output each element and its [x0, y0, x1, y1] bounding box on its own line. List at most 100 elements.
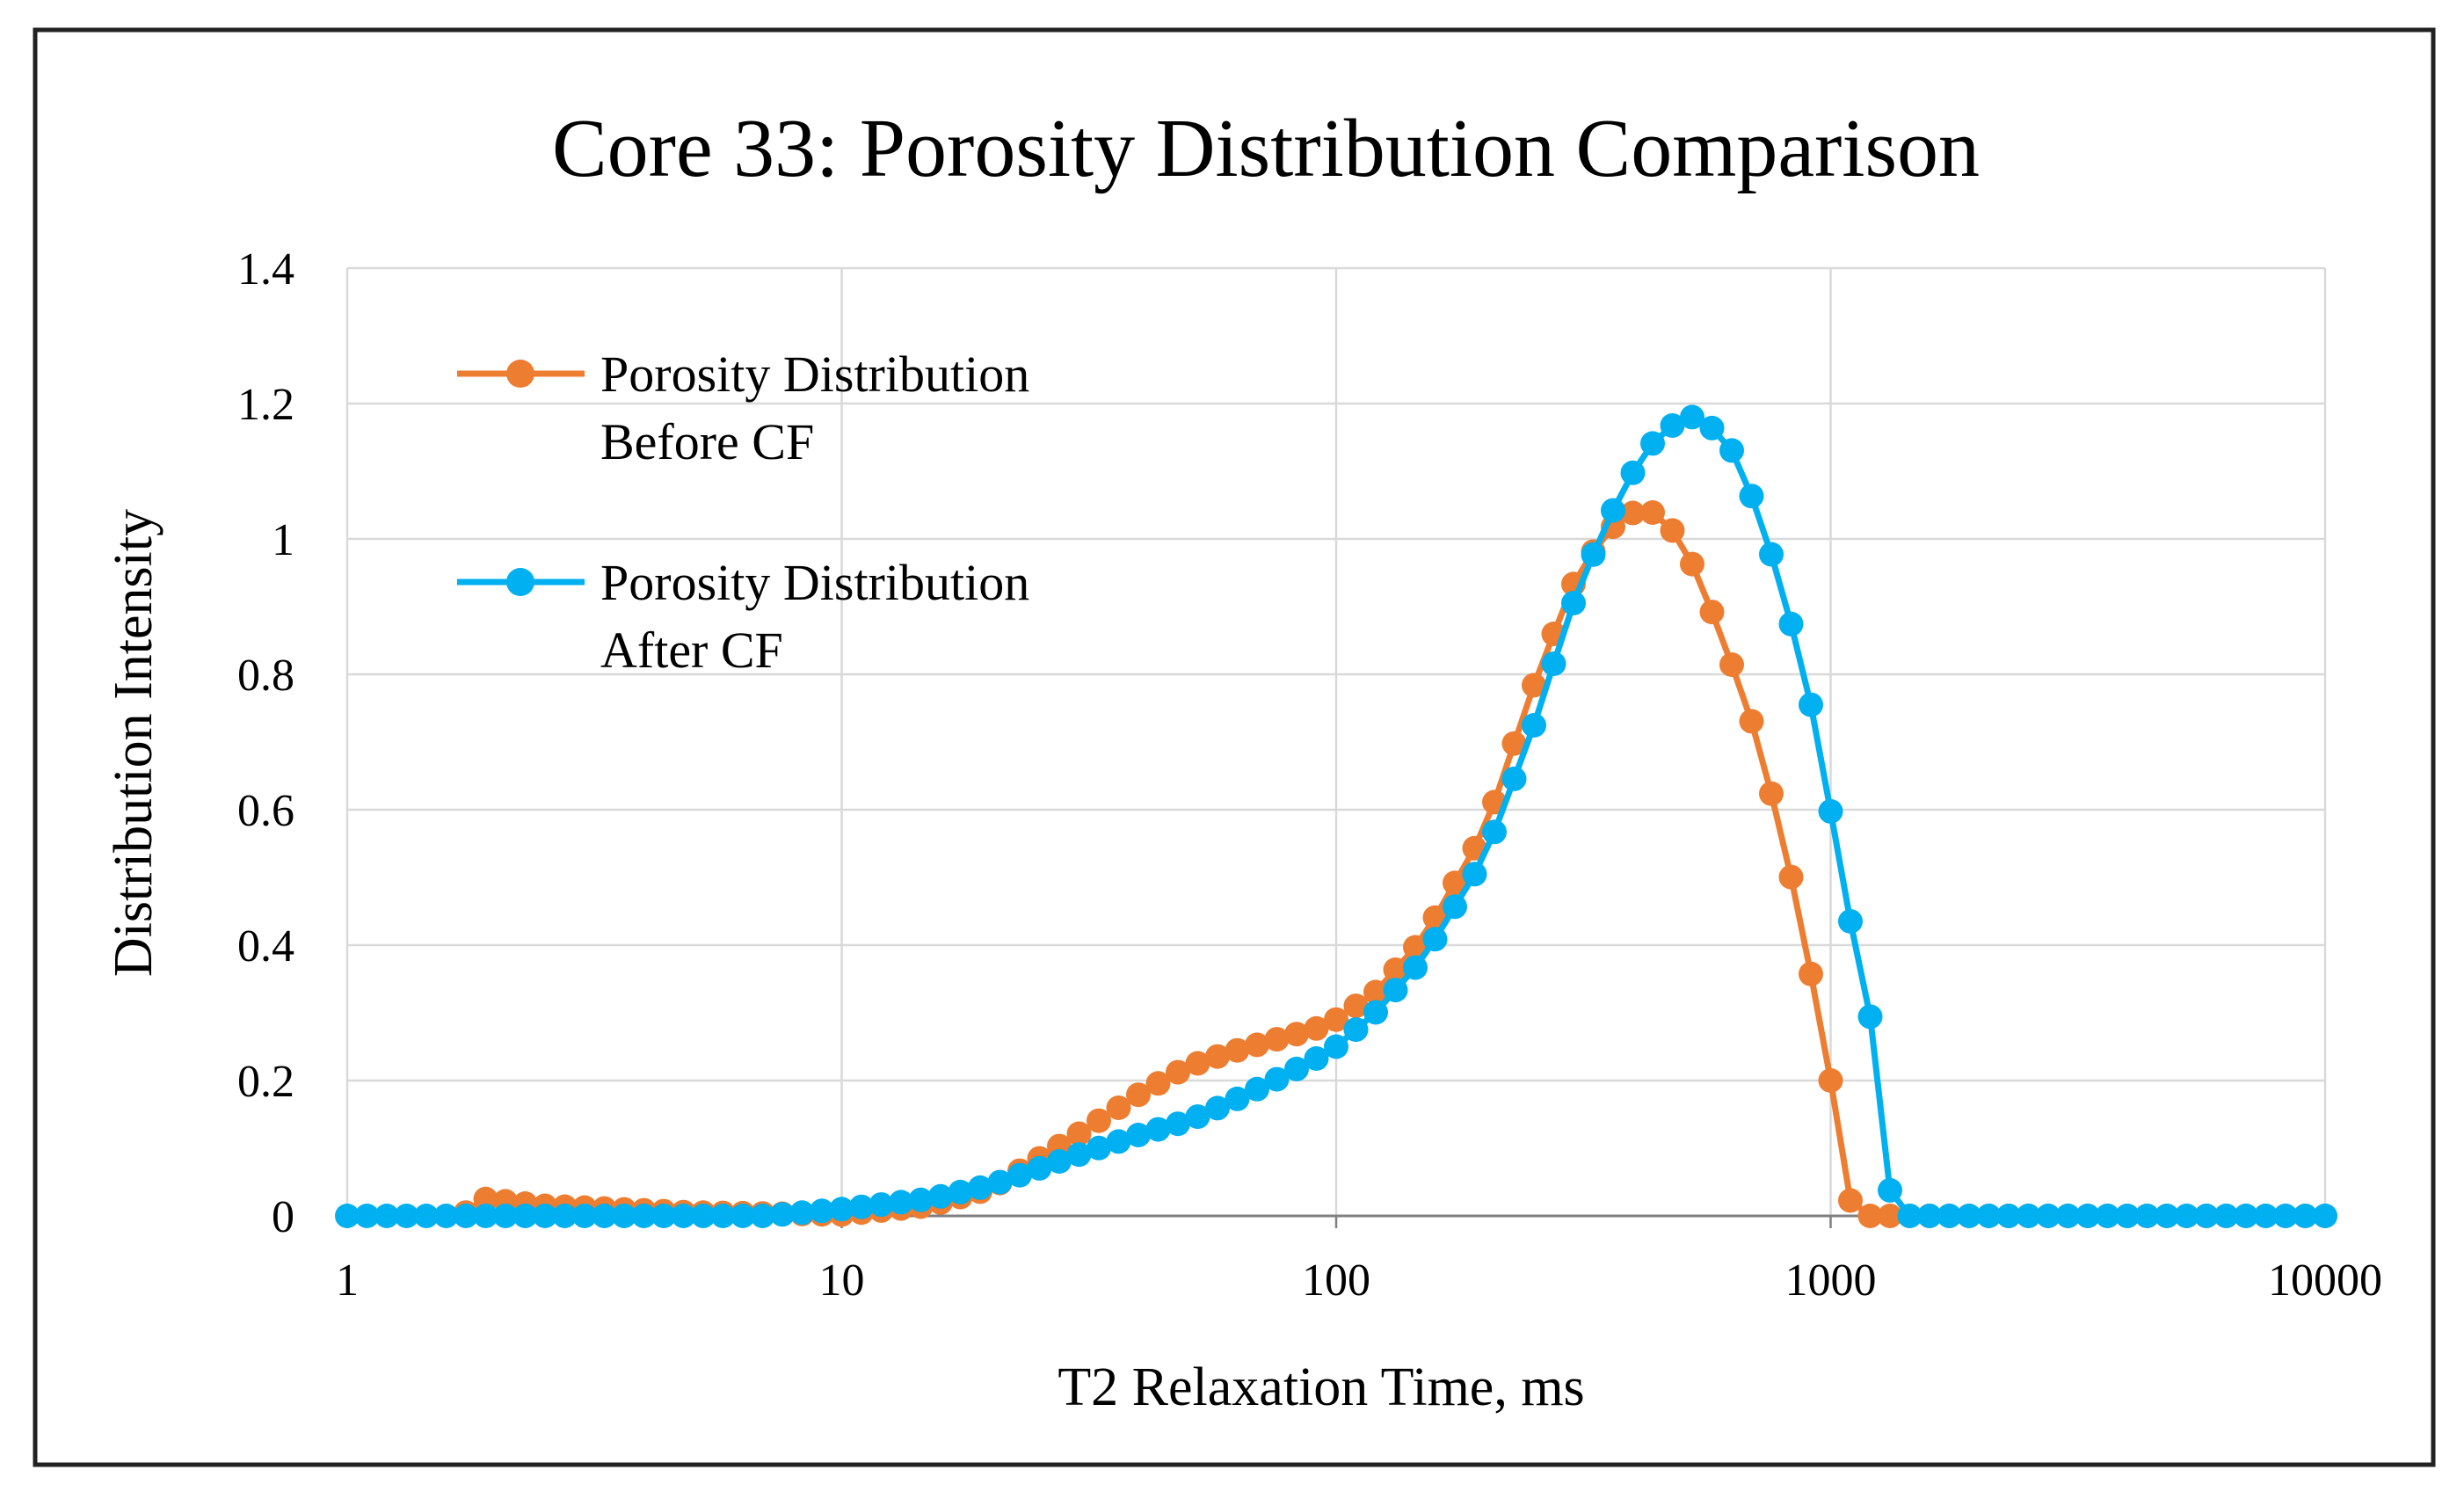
data-point [1778, 864, 1804, 890]
data-point [1739, 484, 1764, 509]
data-point [1759, 542, 1784, 567]
data-point [473, 1186, 498, 1212]
data-point [533, 1204, 557, 1228]
data-point [1957, 1204, 1981, 1228]
data-point [1166, 1111, 1190, 1137]
data-point [1541, 651, 1566, 676]
legend-label: After CF [600, 622, 783, 679]
data-point [849, 1194, 874, 1219]
data-point [572, 1204, 597, 1228]
data-point [552, 1204, 578, 1228]
data-point [671, 1204, 696, 1228]
data-point [374, 1204, 399, 1228]
legend-marker [506, 360, 534, 388]
data-point [1640, 431, 1665, 456]
data-point [968, 1175, 992, 1200]
data-point [789, 1200, 815, 1226]
data-point [1304, 1046, 1329, 1071]
x-tick-label: 1000 [1785, 1255, 1877, 1306]
data-point [770, 1202, 795, 1227]
data-point [2095, 1204, 2120, 1228]
data-point [908, 1187, 934, 1212]
data-point [987, 1169, 1013, 1195]
data-point [1443, 870, 1467, 896]
data-point [1225, 1037, 1250, 1063]
data-point [750, 1204, 775, 1228]
data-point [2115, 1204, 2140, 1228]
data-point [1601, 498, 1625, 523]
data-point [1284, 1056, 1309, 1081]
data-point [1522, 713, 1546, 738]
data-point [1225, 1086, 1250, 1111]
data-point [1680, 551, 1704, 577]
data-point [1284, 1022, 1309, 1047]
data-point [1799, 961, 1823, 986]
data-point [1343, 993, 1369, 1019]
y-tick-label: 0.6 [237, 786, 294, 836]
chart-title: Core 33: Porosity Distribution Compariso… [552, 103, 1980, 194]
data-point [948, 1179, 973, 1204]
y-tick-label: 1.2 [237, 380, 294, 430]
data-point [1838, 909, 1863, 934]
data-point [1878, 1177, 1902, 1203]
y-tick-label: 0 [272, 1192, 294, 1242]
data-point [1087, 1108, 1111, 1133]
data-point [1501, 766, 1527, 791]
data-point [1660, 518, 1685, 543]
data-point [1778, 611, 1804, 637]
data-point [1166, 1059, 1190, 1085]
y-tick-label: 0.8 [237, 651, 294, 701]
legend-label: Porosity Distribution [600, 554, 1029, 611]
data-point [1145, 1117, 1171, 1142]
data-point [2155, 1204, 2179, 1228]
data-point [1383, 957, 1408, 982]
data-point [1343, 1017, 1369, 1043]
data-point [1126, 1082, 1151, 1108]
data-point [612, 1204, 636, 1228]
data-point [1185, 1051, 1210, 1076]
x-axis-title: T2 Relaxation Time, ms [1058, 1357, 1584, 1417]
data-point [710, 1204, 736, 1228]
data-point [1857, 1004, 1883, 1030]
legend-marker [506, 568, 534, 596]
y-tick-label: 1 [272, 515, 294, 565]
data-point [1066, 1121, 1092, 1146]
data-point [2174, 1204, 2199, 1228]
x-tick-label: 10 [819, 1255, 865, 1306]
data-point [2134, 1204, 2160, 1228]
legend-entry-after-cf: Porosity Distribution After CF [457, 554, 1029, 679]
x-tick-label: 1 [336, 1255, 359, 1306]
data-point [1047, 1149, 1072, 1174]
data-point [1739, 709, 1764, 734]
grid-lines [345, 266, 2327, 1218]
y-tick-label: 1.4 [237, 244, 294, 295]
data-point [2075, 1204, 2100, 1228]
data-point [1581, 542, 1606, 567]
outer-border [33, 27, 2436, 1467]
data-point [1838, 1188, 1863, 1213]
data-point [1799, 692, 1823, 717]
data-point [651, 1204, 676, 1228]
data-point [631, 1204, 657, 1228]
data-point [473, 1204, 498, 1228]
data-point [493, 1204, 518, 1228]
x-tick-labels: 1 10 100 1000 10000 [336, 1255, 2382, 1306]
data-point [1640, 500, 1665, 525]
data-point [1620, 500, 1646, 526]
data-point [592, 1204, 617, 1228]
data-point [1324, 1034, 1348, 1059]
legend-label: Porosity Distribution [600, 346, 1029, 403]
series-after-cf [335, 404, 2337, 1228]
data-point [1699, 415, 1725, 440]
data-point [1699, 600, 1725, 625]
x-tick-label: 10000 [2268, 1255, 2382, 1306]
data-point [1897, 1204, 1923, 1228]
data-point [1007, 1162, 1032, 1188]
data-point [2273, 1204, 2298, 1228]
data-point [1818, 798, 1843, 824]
y-tick-label: 0.4 [237, 921, 294, 971]
data-point [335, 1204, 360, 1228]
data-point [1719, 652, 1744, 677]
data-point [2036, 1204, 2061, 1228]
data-point [454, 1204, 478, 1228]
